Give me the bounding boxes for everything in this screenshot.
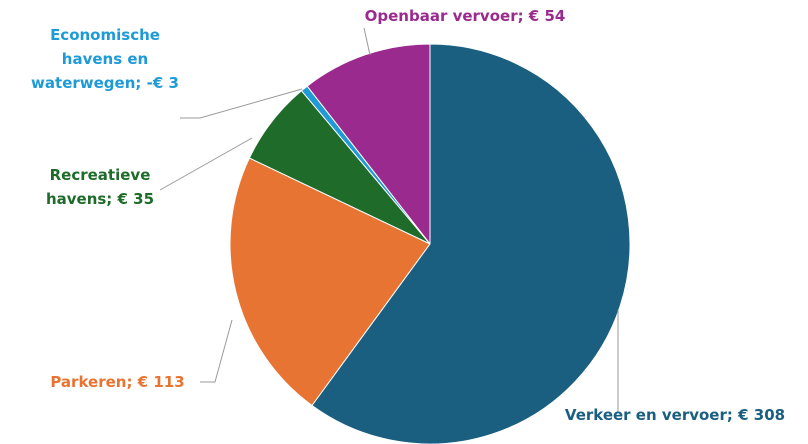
pie-slice bbox=[306, 43, 431, 246]
pie-slice bbox=[311, 43, 631, 444]
pie-slice bbox=[229, 157, 431, 407]
leader-line bbox=[200, 319, 233, 383]
data-label: Economische havens en waterwegen; -€ 3 bbox=[31, 26, 179, 92]
leader-line bbox=[159, 137, 253, 191]
data-label: Openbaar vervoer; € 54 bbox=[364, 7, 566, 25]
data-label: Verkeer en vervoer; € 308 bbox=[564, 406, 786, 424]
leader-line bbox=[180, 88, 303, 119]
leader-line bbox=[363, 27, 371, 56]
data-label: Parkeren; € 113 bbox=[50, 373, 185, 391]
data-label: Recreatieve havens; € 35 bbox=[45, 166, 155, 208]
